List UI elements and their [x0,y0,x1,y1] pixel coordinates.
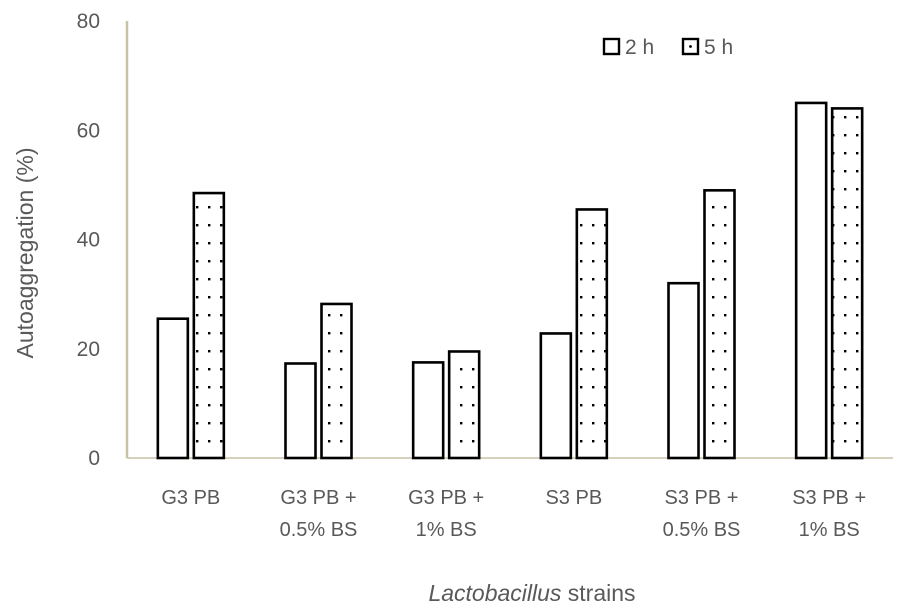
y-axis-label: Autoaggregation (%) [12,148,38,359]
bar-2h-5 [667,281,700,460]
y-axis-ticks: 0 20 40 60 80 [77,10,100,470]
y-tick-label: 40 [77,229,100,252]
x-tick-label-line: 0.5% BS [663,519,741,541]
legend-swatch [681,37,700,56]
bar-5h-1 [192,191,226,460]
y-axis-title: Autoaggregation (%) [12,148,38,359]
y-tick-label: 80 [77,10,100,33]
y-tick-label: 0 [88,447,100,470]
legend-item-2h: 2 h [602,36,654,59]
legend: 2 h 5 h [602,36,733,59]
x-tick-label-line: 1% BS [799,519,860,541]
x-tick-label: S3 PB + 1% BS [792,487,866,541]
x-axis-label-rest: strains [561,580,635,606]
bar-2h-6 [794,101,828,460]
x-tick-label: G3 PB + 1% BS [408,487,484,541]
bar-2h-4 [539,332,573,460]
bar-5h-3 [447,350,481,460]
legend-label: 2 h [625,36,654,59]
legend-label: 5 h [704,36,733,59]
bars-group [156,101,864,460]
legend-item-5h: 5 h [681,36,733,59]
bar-2h-1 [156,317,190,460]
x-tick-label: G3 PB + 0.5% BS [280,487,358,541]
x-tick-label-line: S3 PB + [665,487,739,509]
x-tick-label-line: G3 PB + [408,487,484,509]
bar-5h-5 [703,189,736,460]
x-tick-label-line: 0.5% BS [280,519,358,541]
x-tick-label-line: G3 PB [161,487,220,509]
bar-5h-6 [830,107,864,460]
x-tick-label-line: S3 PB + [792,487,866,509]
y-tick-label: 60 [77,119,100,142]
legend-swatch [602,37,621,56]
x-axis-label-italic: Lactobacillus [428,580,561,606]
x-tick-label: S3 PB [545,487,602,509]
x-axis-label: Lactobacillus strains [428,580,635,606]
x-tick-label-line: G3 PB + [280,487,356,509]
x-tick-label-line: S3 PB [545,487,602,509]
bar-5h-2 [320,302,353,460]
x-tick-label: S3 PB + 0.5% BS [663,487,741,541]
bar-2h-2 [284,362,317,460]
bar-2h-3 [411,361,445,460]
y-tick-label: 20 [77,338,100,361]
x-tick-label: G3 PB [161,487,220,509]
x-axis-category-labels: G3 PB G3 PB + 0.5% BS G3 PB + 1% BS S3 PB S3 P… [161,487,866,541]
x-tick-label-line: 1% BS [416,519,477,541]
bar-5h-4 [575,208,609,460]
legend-swatch-dot [689,45,692,48]
